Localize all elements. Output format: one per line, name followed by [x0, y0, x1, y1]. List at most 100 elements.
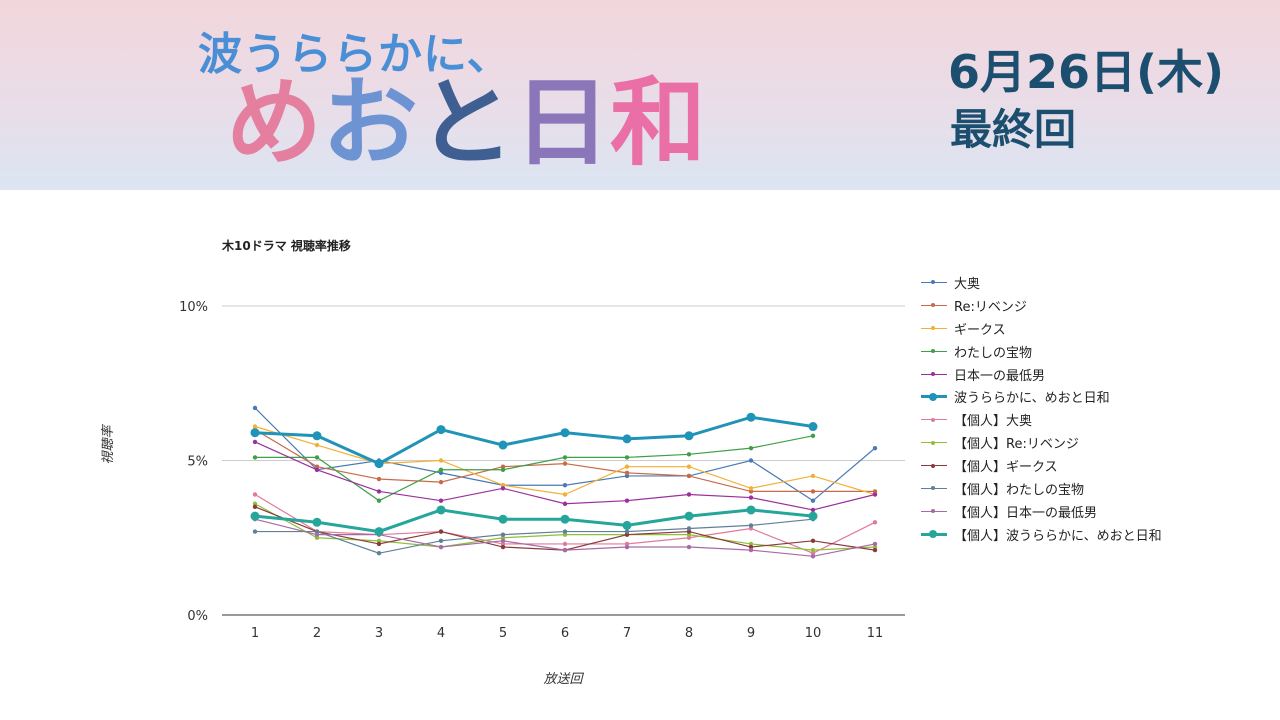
- x-tick-labels: 1 2 3 4 5 6 7 8 9 10 11: [251, 626, 883, 641]
- data-point: [438, 479, 444, 485]
- data-point: [374, 527, 384, 537]
- final-episode-label: 最終回: [950, 105, 1077, 154]
- data-point: [686, 544, 692, 550]
- data-point: [562, 501, 568, 506]
- data-point: [252, 504, 258, 510]
- x-tick-label: 4: [437, 626, 445, 641]
- data-point: [810, 498, 816, 503]
- series-5: [252, 439, 878, 513]
- data-point: [500, 535, 506, 540]
- series-line: [255, 518, 814, 554]
- data-point: [808, 422, 818, 432]
- data-point: [748, 541, 754, 547]
- legend-item: 【個人】ギークス: [918, 454, 1162, 477]
- x-tick-label: 5: [499, 626, 507, 641]
- data-point: [436, 425, 446, 435]
- data-point: [250, 511, 260, 521]
- data-point: [624, 529, 630, 534]
- data-point: [810, 473, 816, 479]
- legend-item: ギークス: [918, 317, 1162, 340]
- data-point: [500, 532, 506, 537]
- data-point: [684, 511, 694, 521]
- data-point: [748, 544, 754, 550]
- data-point: [562, 541, 568, 547]
- data-point: [622, 520, 632, 530]
- legend-item: 日本一の最低男: [918, 363, 1162, 386]
- y-axis-label: 視聴率: [100, 424, 116, 465]
- legend-label: 波うららかに、めおと日和: [954, 391, 1110, 407]
- data-point: [872, 547, 878, 553]
- data-point: [500, 544, 506, 550]
- data-point: [686, 452, 692, 457]
- data-point: [500, 538, 506, 544]
- legend-label: ギークス: [954, 322, 1006, 338]
- data-point: [562, 492, 568, 497]
- x-axis-label: 放送回: [543, 672, 584, 687]
- data-point: [314, 467, 320, 472]
- data-point: [562, 455, 568, 460]
- data-point: [314, 455, 320, 460]
- legend-item: 【個人】大奥: [918, 408, 1162, 431]
- data-point: [376, 538, 382, 544]
- data-point: [436, 505, 446, 515]
- data-point: [252, 439, 258, 445]
- legend-swatch: [918, 505, 950, 517]
- data-point: [314, 535, 320, 540]
- data-point: [810, 489, 816, 494]
- show-title-top: 波うららかに、: [198, 29, 512, 80]
- data-point: [438, 470, 444, 476]
- show-title-char: と: [418, 67, 514, 179]
- show-title-char: お: [322, 67, 418, 179]
- data-point: [810, 551, 816, 556]
- data-point: [748, 547, 754, 553]
- data-point: [252, 529, 258, 534]
- data-point: [624, 464, 630, 469]
- broadcast-date: 6月26日(木): [948, 45, 1225, 99]
- data-point: [748, 489, 754, 494]
- y-tick-label: 10%: [179, 300, 208, 315]
- data-point: [872, 492, 878, 497]
- data-point: [748, 486, 754, 491]
- series-3: [252, 424, 878, 497]
- data-point: [250, 428, 260, 438]
- data-point: [872, 544, 878, 550]
- data-point: [686, 532, 692, 537]
- x-tick-label: 1: [251, 626, 259, 641]
- data-point: [562, 532, 568, 537]
- data-point: [252, 405, 258, 411]
- series-10: [252, 517, 816, 556]
- data-point: [376, 476, 382, 482]
- series-line: [254, 508, 814, 534]
- legend-swatch: [918, 322, 950, 334]
- chart-title: 木10ドラマ 視聴率推移: [221, 238, 351, 253]
- data-point: [500, 464, 506, 469]
- data-point: [376, 489, 382, 494]
- x-tick-label: 9: [747, 626, 755, 641]
- data-point: [314, 529, 320, 534]
- legend-item: Re:リベンジ: [918, 294, 1162, 317]
- data-point: [686, 526, 692, 531]
- legend-label: Re:リベンジ: [954, 299, 1027, 315]
- legend-item: 波うららかに、めおと日和: [918, 385, 1162, 408]
- legend-label: 【個人】わたしの宝物: [954, 482, 1085, 498]
- legend-item: 【個人】波うららかに、めおと日和: [918, 523, 1162, 546]
- data-point: [872, 520, 878, 525]
- data-point: [560, 514, 570, 524]
- series-line: [254, 415, 814, 466]
- legend-label: わたしの宝物: [954, 345, 1033, 361]
- data-point: [438, 538, 444, 544]
- data-point: [498, 514, 508, 524]
- data-point: [500, 483, 506, 488]
- data-point: [810, 507, 816, 513]
- data-point: [748, 445, 754, 451]
- legend-swatch: [918, 345, 950, 357]
- data-point: [312, 431, 322, 441]
- data-point: [810, 547, 816, 553]
- data-point: [748, 526, 754, 531]
- data-point: [498, 440, 508, 450]
- legend-label: 【個人】日本一の最低男: [954, 505, 1098, 521]
- y-tick-labels: 0% 5% 10%: [179, 300, 208, 624]
- data-point: [252, 455, 258, 460]
- data-point: [624, 541, 630, 547]
- data-point: [312, 517, 322, 527]
